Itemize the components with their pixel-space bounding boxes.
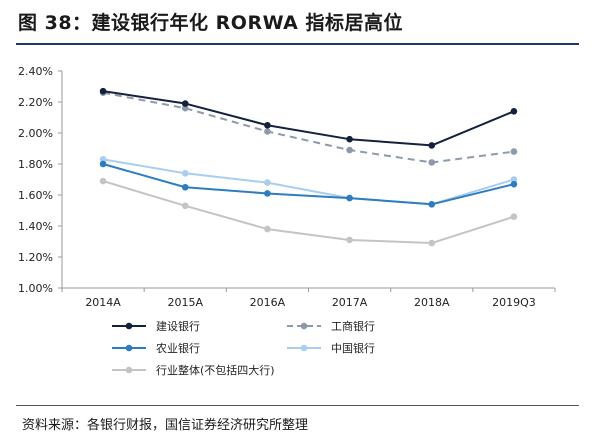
legend-swatch xyxy=(287,322,321,330)
series-line-4 xyxy=(102,180,515,245)
legend-swatch xyxy=(112,366,146,374)
data-point-0 xyxy=(346,135,353,143)
series-line-1 xyxy=(102,91,515,164)
y-tick-label: 1.20% xyxy=(18,251,53,264)
data-point-3 xyxy=(510,176,518,183)
y-tick-label: 2.00% xyxy=(18,127,53,140)
data-point-4 xyxy=(346,236,353,244)
legend-label: 工商银行 xyxy=(331,320,375,333)
x-tick-label: 2014A xyxy=(85,296,121,309)
figure-title: 图 38：建设银行年化 RORWA 指标居高位 xyxy=(18,12,404,34)
title-rule xyxy=(16,43,579,45)
x-tick-label: 2015A xyxy=(167,296,203,309)
data-point-0 xyxy=(510,108,518,115)
legend-label: 中国银行 xyxy=(331,342,375,355)
x-tick-label: 2018A xyxy=(414,296,450,309)
x-tick-label: 2017A xyxy=(332,296,368,309)
data-point-2 xyxy=(99,160,107,168)
legend-item: 农业银行 xyxy=(112,340,200,356)
data-point-2 xyxy=(428,201,436,208)
legend-swatch xyxy=(287,344,321,352)
legend-item: 建设银行 xyxy=(112,318,200,334)
legend-item: 工商银行 xyxy=(287,318,375,334)
data-point-2 xyxy=(181,183,189,191)
data-point-4 xyxy=(264,225,271,233)
y-tick-label: 1.80% xyxy=(18,158,53,171)
data-point-3 xyxy=(181,170,189,177)
data-point-1 xyxy=(428,159,436,166)
series-line-0 xyxy=(102,90,515,147)
data-point-1 xyxy=(264,128,271,135)
y-tick-label: 1.00% xyxy=(18,282,53,295)
series-line-2 xyxy=(102,163,515,206)
data-point-4 xyxy=(99,177,107,185)
data-point-1 xyxy=(346,146,353,154)
data-point-2 xyxy=(264,190,271,197)
x-tick-label: 2016A xyxy=(250,296,286,309)
x-tick-label: 2019Q3 xyxy=(492,296,536,309)
line-chart: 1.00% 1.20% 1.40% 1.60% 1.80% 2.00% 2.20% 2.40%… xyxy=(18,65,556,309)
data-point-3 xyxy=(264,179,271,186)
legend-swatch xyxy=(112,344,146,352)
legend-item: 中国银行 xyxy=(287,340,375,356)
data-point-2 xyxy=(510,180,518,188)
y-tick-label: 2.20% xyxy=(18,96,53,109)
chart-legend: 建设银行 工商银行农业银行 中国银行行业整体(不包括四大行) xyxy=(112,318,552,390)
data-point-4 xyxy=(510,213,518,220)
data-point-1 xyxy=(181,104,189,112)
data-point-0 xyxy=(99,87,107,95)
source-rule xyxy=(16,405,579,406)
data-point-4 xyxy=(428,239,436,247)
data-point-3 xyxy=(99,156,107,163)
legend-item: 行业整体(不包括四大行) xyxy=(112,362,275,378)
source-note: 资料来源：各银行财报，国信证券经济研究所整理 xyxy=(22,418,309,433)
y-tick-label: 2.40% xyxy=(18,65,53,78)
data-point-2 xyxy=(346,194,353,202)
legend-label: 行业整体(不包括四大行) xyxy=(156,364,275,377)
data-point-4 xyxy=(181,202,189,210)
legend-label: 农业银行 xyxy=(156,342,200,355)
legend-swatch xyxy=(112,322,146,330)
y-tick-label: 1.40% xyxy=(18,220,53,233)
legend-label: 建设银行 xyxy=(156,320,200,333)
data-point-0 xyxy=(264,121,271,129)
data-point-0 xyxy=(428,142,436,149)
data-point-0 xyxy=(181,100,189,107)
y-tick-label: 1.60% xyxy=(18,189,53,202)
data-point-1 xyxy=(510,148,518,155)
